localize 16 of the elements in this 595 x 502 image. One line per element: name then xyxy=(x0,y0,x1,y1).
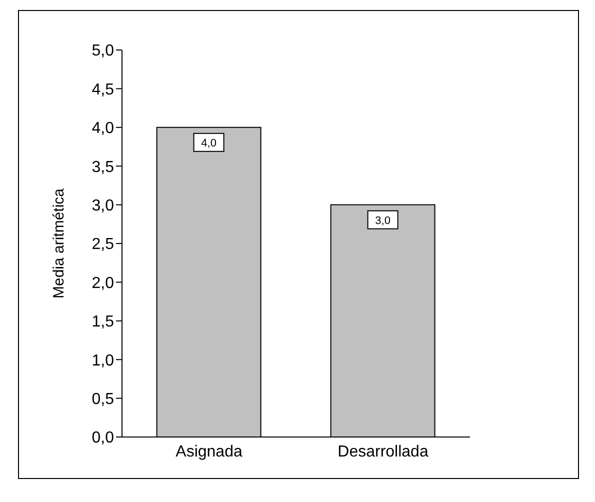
y-tick-label: 4,0 xyxy=(92,120,114,138)
y-tick-label: 3,5 xyxy=(92,158,114,176)
data-label: 4,0 xyxy=(201,137,216,150)
y-axis-title: Media aritmética xyxy=(50,188,68,299)
y-tick-label: 2,0 xyxy=(92,274,114,292)
y-tick-label: 0,0 xyxy=(92,430,114,447)
y-tick-label: 1,0 xyxy=(92,352,114,370)
y-tick-label: 3,0 xyxy=(92,197,114,214)
x-tick-label: Asignada xyxy=(176,443,242,460)
y-tick-label: 0,5 xyxy=(92,390,114,408)
y-tick-label: 2,5 xyxy=(92,236,114,254)
y-tick-label: 5,0 xyxy=(92,42,114,60)
y-tick-label: 1,5 xyxy=(92,314,114,331)
y-tick-label: 4,5 xyxy=(92,81,114,98)
x-tick-label: Desarrollada xyxy=(338,443,428,460)
data-label: 3,0 xyxy=(375,214,390,227)
